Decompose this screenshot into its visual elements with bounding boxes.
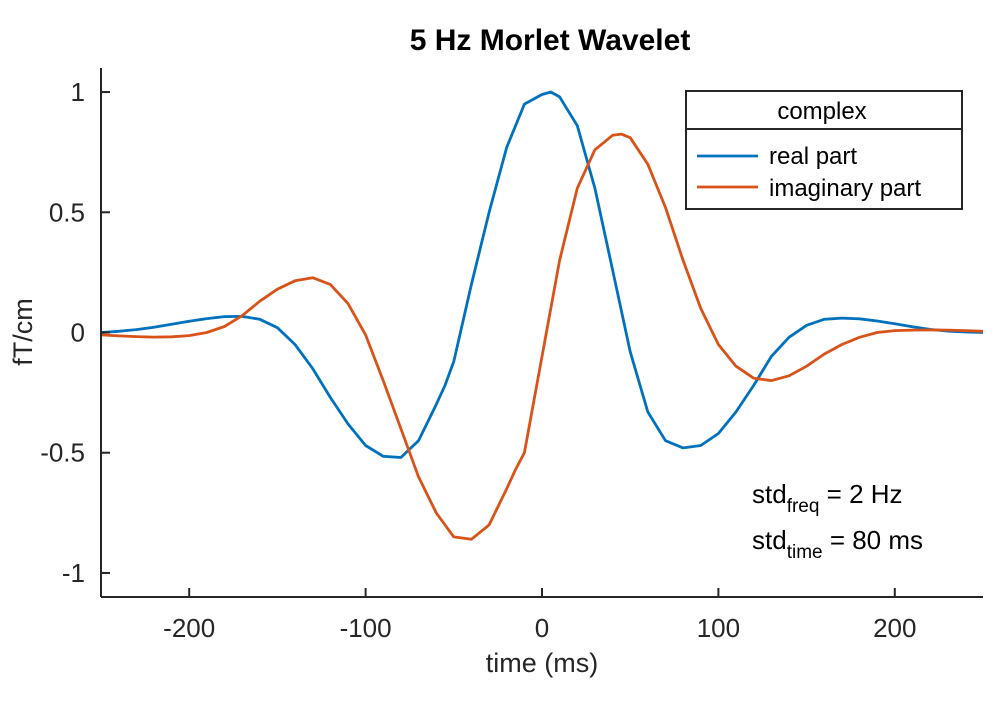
annotation-std-freq-base: std — [752, 479, 787, 509]
y-tick-label: 0.5 — [49, 197, 85, 227]
x-axis-label: time (ms) — [486, 648, 598, 678]
annotation-std-freq: stdfreq = 2 Hz — [752, 479, 903, 517]
legend: complex real part imaginary part — [685, 90, 963, 210]
legend-label-imaginary-part: imaginary part — [769, 175, 921, 202]
annotations: stdfreq = 2 Hz stdtime = 80 ms — [752, 479, 923, 563]
series-layer — [101, 90, 983, 541]
annotation-std-time: stdtime = 80 ms — [752, 525, 923, 563]
x-ticks: -200 -100 0 100 200 — [163, 588, 916, 643]
annotation-std-time-rest: = 80 ms — [823, 525, 923, 555]
annotation-std-freq-rest: = 2 Hz — [819, 479, 902, 509]
x-tick-label: -100 — [340, 613, 392, 643]
legend-title: complex — [777, 98, 866, 125]
y-axis-label: fT/cm — [8, 298, 38, 366]
y-tick-label: 1 — [71, 77, 85, 107]
chart-title: 5 Hz Morlet Wavelet — [410, 24, 691, 57]
series-line-real-part — [101, 90, 983, 459]
y-ticks: -1 -0.5 0 0.5 1 — [40, 77, 110, 588]
y-tick-label: 0 — [71, 318, 85, 348]
x-tick-label: -200 — [163, 613, 215, 643]
annotation-std-freq-sub: freq — [787, 496, 820, 517]
legend-box — [685, 90, 963, 210]
y-tick-label: -1 — [62, 558, 85, 588]
annotation-std-time-sub: time — [787, 542, 823, 563]
x-tick-label: 100 — [697, 613, 740, 643]
series-line-imaginary-part — [101, 132, 983, 541]
plot-area: -200 -100 0 100 200 -1 -0.5 0 0.5 1 — [40, 68, 983, 643]
x-tick-label: 200 — [873, 613, 916, 643]
y-tick-label: -0.5 — [40, 438, 85, 468]
x-tick-label: 0 — [535, 613, 549, 643]
legend-label-real-part: real part — [769, 143, 857, 170]
annotation-std-time-base: std — [752, 525, 787, 555]
